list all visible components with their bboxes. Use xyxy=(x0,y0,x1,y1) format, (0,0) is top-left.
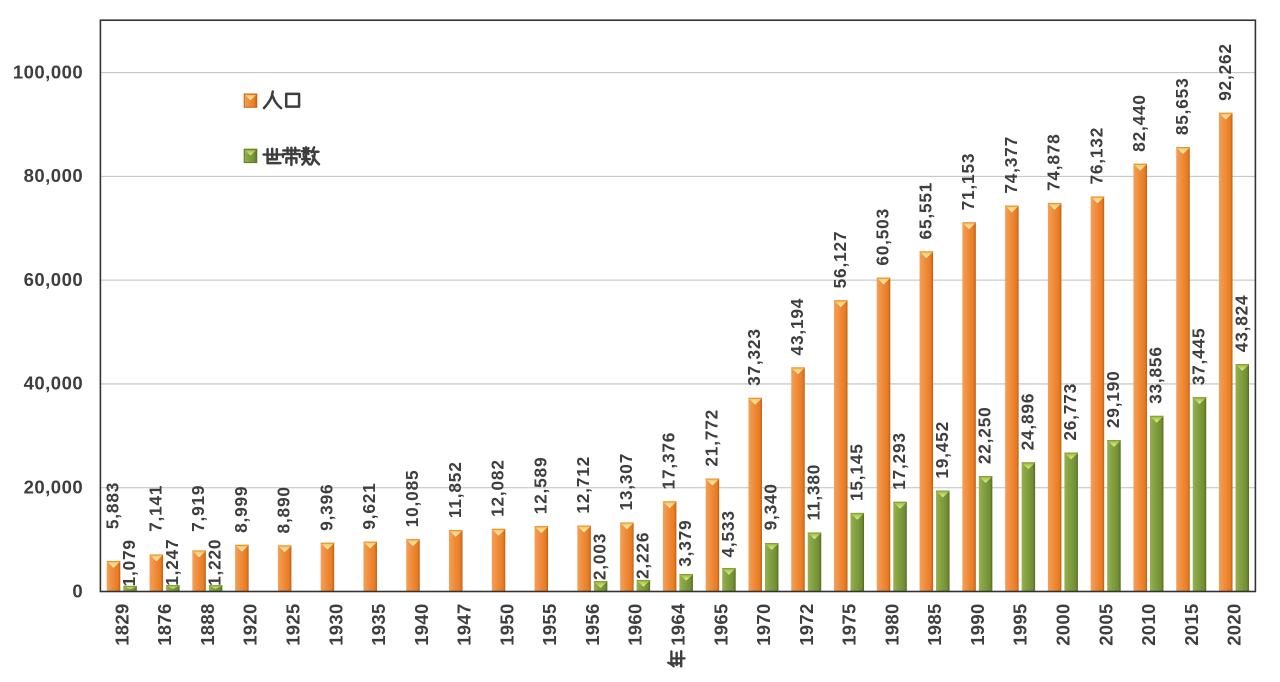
svg-text:0: 0 xyxy=(72,580,83,601)
svg-text:1972: 1972 xyxy=(796,603,817,645)
svg-text:24,896: 24,896 xyxy=(1017,393,1037,451)
svg-text:13,307: 13,307 xyxy=(616,453,636,511)
svg-text:3,379: 3,379 xyxy=(675,520,695,567)
svg-text:74,377: 74,377 xyxy=(1001,136,1021,194)
svg-text:10,085: 10,085 xyxy=(402,470,422,528)
svg-text:2,226: 2,226 xyxy=(632,532,652,579)
svg-text:1930: 1930 xyxy=(325,603,346,645)
svg-text:100,000: 100,000 xyxy=(13,61,83,82)
svg-text:37,445: 37,445 xyxy=(1188,328,1208,386)
svg-text:85,653: 85,653 xyxy=(1172,77,1192,135)
svg-text:9,396: 9,396 xyxy=(316,484,336,531)
svg-text:1,079: 1,079 xyxy=(119,539,139,586)
svg-text:65,551: 65,551 xyxy=(915,182,935,240)
svg-text:1,247: 1,247 xyxy=(162,539,182,586)
svg-text:17,293: 17,293 xyxy=(889,432,909,490)
svg-text:43,824: 43,824 xyxy=(1231,295,1251,353)
svg-text:9,621: 9,621 xyxy=(359,482,379,529)
svg-text:2020: 2020 xyxy=(1224,603,1245,645)
svg-text:60,000: 60,000 xyxy=(24,269,84,290)
svg-text:8,890: 8,890 xyxy=(274,486,294,533)
svg-text:19,452: 19,452 xyxy=(932,421,952,479)
svg-text:8,999: 8,999 xyxy=(231,486,251,533)
svg-text:22,250: 22,250 xyxy=(975,406,995,464)
svg-text:1980: 1980 xyxy=(881,603,902,645)
svg-text:5,883: 5,883 xyxy=(103,482,123,529)
svg-text:17,376: 17,376 xyxy=(659,432,679,490)
svg-text:71,153: 71,153 xyxy=(958,153,978,211)
svg-text:1965: 1965 xyxy=(710,603,731,645)
svg-text:2010: 2010 xyxy=(1138,603,1159,645)
svg-text:7,919: 7,919 xyxy=(188,485,208,532)
svg-text:60,503: 60,503 xyxy=(873,208,893,266)
svg-text:76,132: 76,132 xyxy=(1086,127,1106,185)
svg-text:1925: 1925 xyxy=(283,603,304,645)
svg-text:1,220: 1,220 xyxy=(205,539,225,586)
svg-text:4,533: 4,533 xyxy=(718,510,738,557)
svg-text:74,878: 74,878 xyxy=(1044,133,1064,191)
svg-text:12,712: 12,712 xyxy=(573,456,593,514)
svg-text:1920: 1920 xyxy=(240,603,261,645)
svg-text:56,127: 56,127 xyxy=(830,231,850,289)
svg-text:80,000: 80,000 xyxy=(24,165,84,186)
svg-text:1990: 1990 xyxy=(967,603,988,645)
svg-text:1995: 1995 xyxy=(1010,603,1031,645)
svg-text:1985: 1985 xyxy=(924,603,945,645)
svg-text:1888: 1888 xyxy=(197,603,218,645)
svg-text:33,856: 33,856 xyxy=(1146,346,1166,404)
svg-text:29,190: 29,190 xyxy=(1103,370,1123,428)
svg-text:12,082: 12,082 xyxy=(488,459,508,517)
svg-text:7,141: 7,141 xyxy=(145,485,165,532)
svg-text:43,194: 43,194 xyxy=(787,298,807,356)
svg-text:1964: 1964 xyxy=(668,603,689,646)
svg-text:12,589: 12,589 xyxy=(530,457,550,515)
svg-text:1956: 1956 xyxy=(582,603,603,645)
svg-text:1955: 1955 xyxy=(539,603,560,645)
svg-text:9,340: 9,340 xyxy=(761,483,781,530)
svg-text:1950: 1950 xyxy=(496,603,517,645)
svg-text:26,773: 26,773 xyxy=(1060,383,1080,441)
svg-text:15,145: 15,145 xyxy=(846,443,866,501)
svg-text:21,772: 21,772 xyxy=(701,409,721,467)
svg-text:1947: 1947 xyxy=(454,603,475,645)
svg-text:2000: 2000 xyxy=(1053,603,1074,645)
svg-text:1970: 1970 xyxy=(753,603,774,645)
svg-text:2005: 2005 xyxy=(1095,603,1116,645)
svg-text:1935: 1935 xyxy=(368,603,389,645)
svg-text:11,380: 11,380 xyxy=(803,464,823,521)
svg-text:2015: 2015 xyxy=(1181,603,1202,645)
svg-text:11,852: 11,852 xyxy=(445,461,465,518)
svg-text:1876: 1876 xyxy=(154,603,175,645)
svg-text:1940: 1940 xyxy=(411,603,432,645)
svg-text:1829: 1829 xyxy=(111,603,132,645)
svg-text:2,003: 2,003 xyxy=(590,533,610,580)
svg-text:82,440: 82,440 xyxy=(1129,94,1149,152)
svg-text:1960: 1960 xyxy=(625,603,646,645)
svg-text:20,000: 20,000 xyxy=(24,477,84,498)
svg-text:92,262: 92,262 xyxy=(1215,43,1235,101)
svg-text:37,323: 37,323 xyxy=(744,328,764,386)
svg-text:40,000: 40,000 xyxy=(24,373,84,394)
svg-text:1975: 1975 xyxy=(839,603,860,645)
